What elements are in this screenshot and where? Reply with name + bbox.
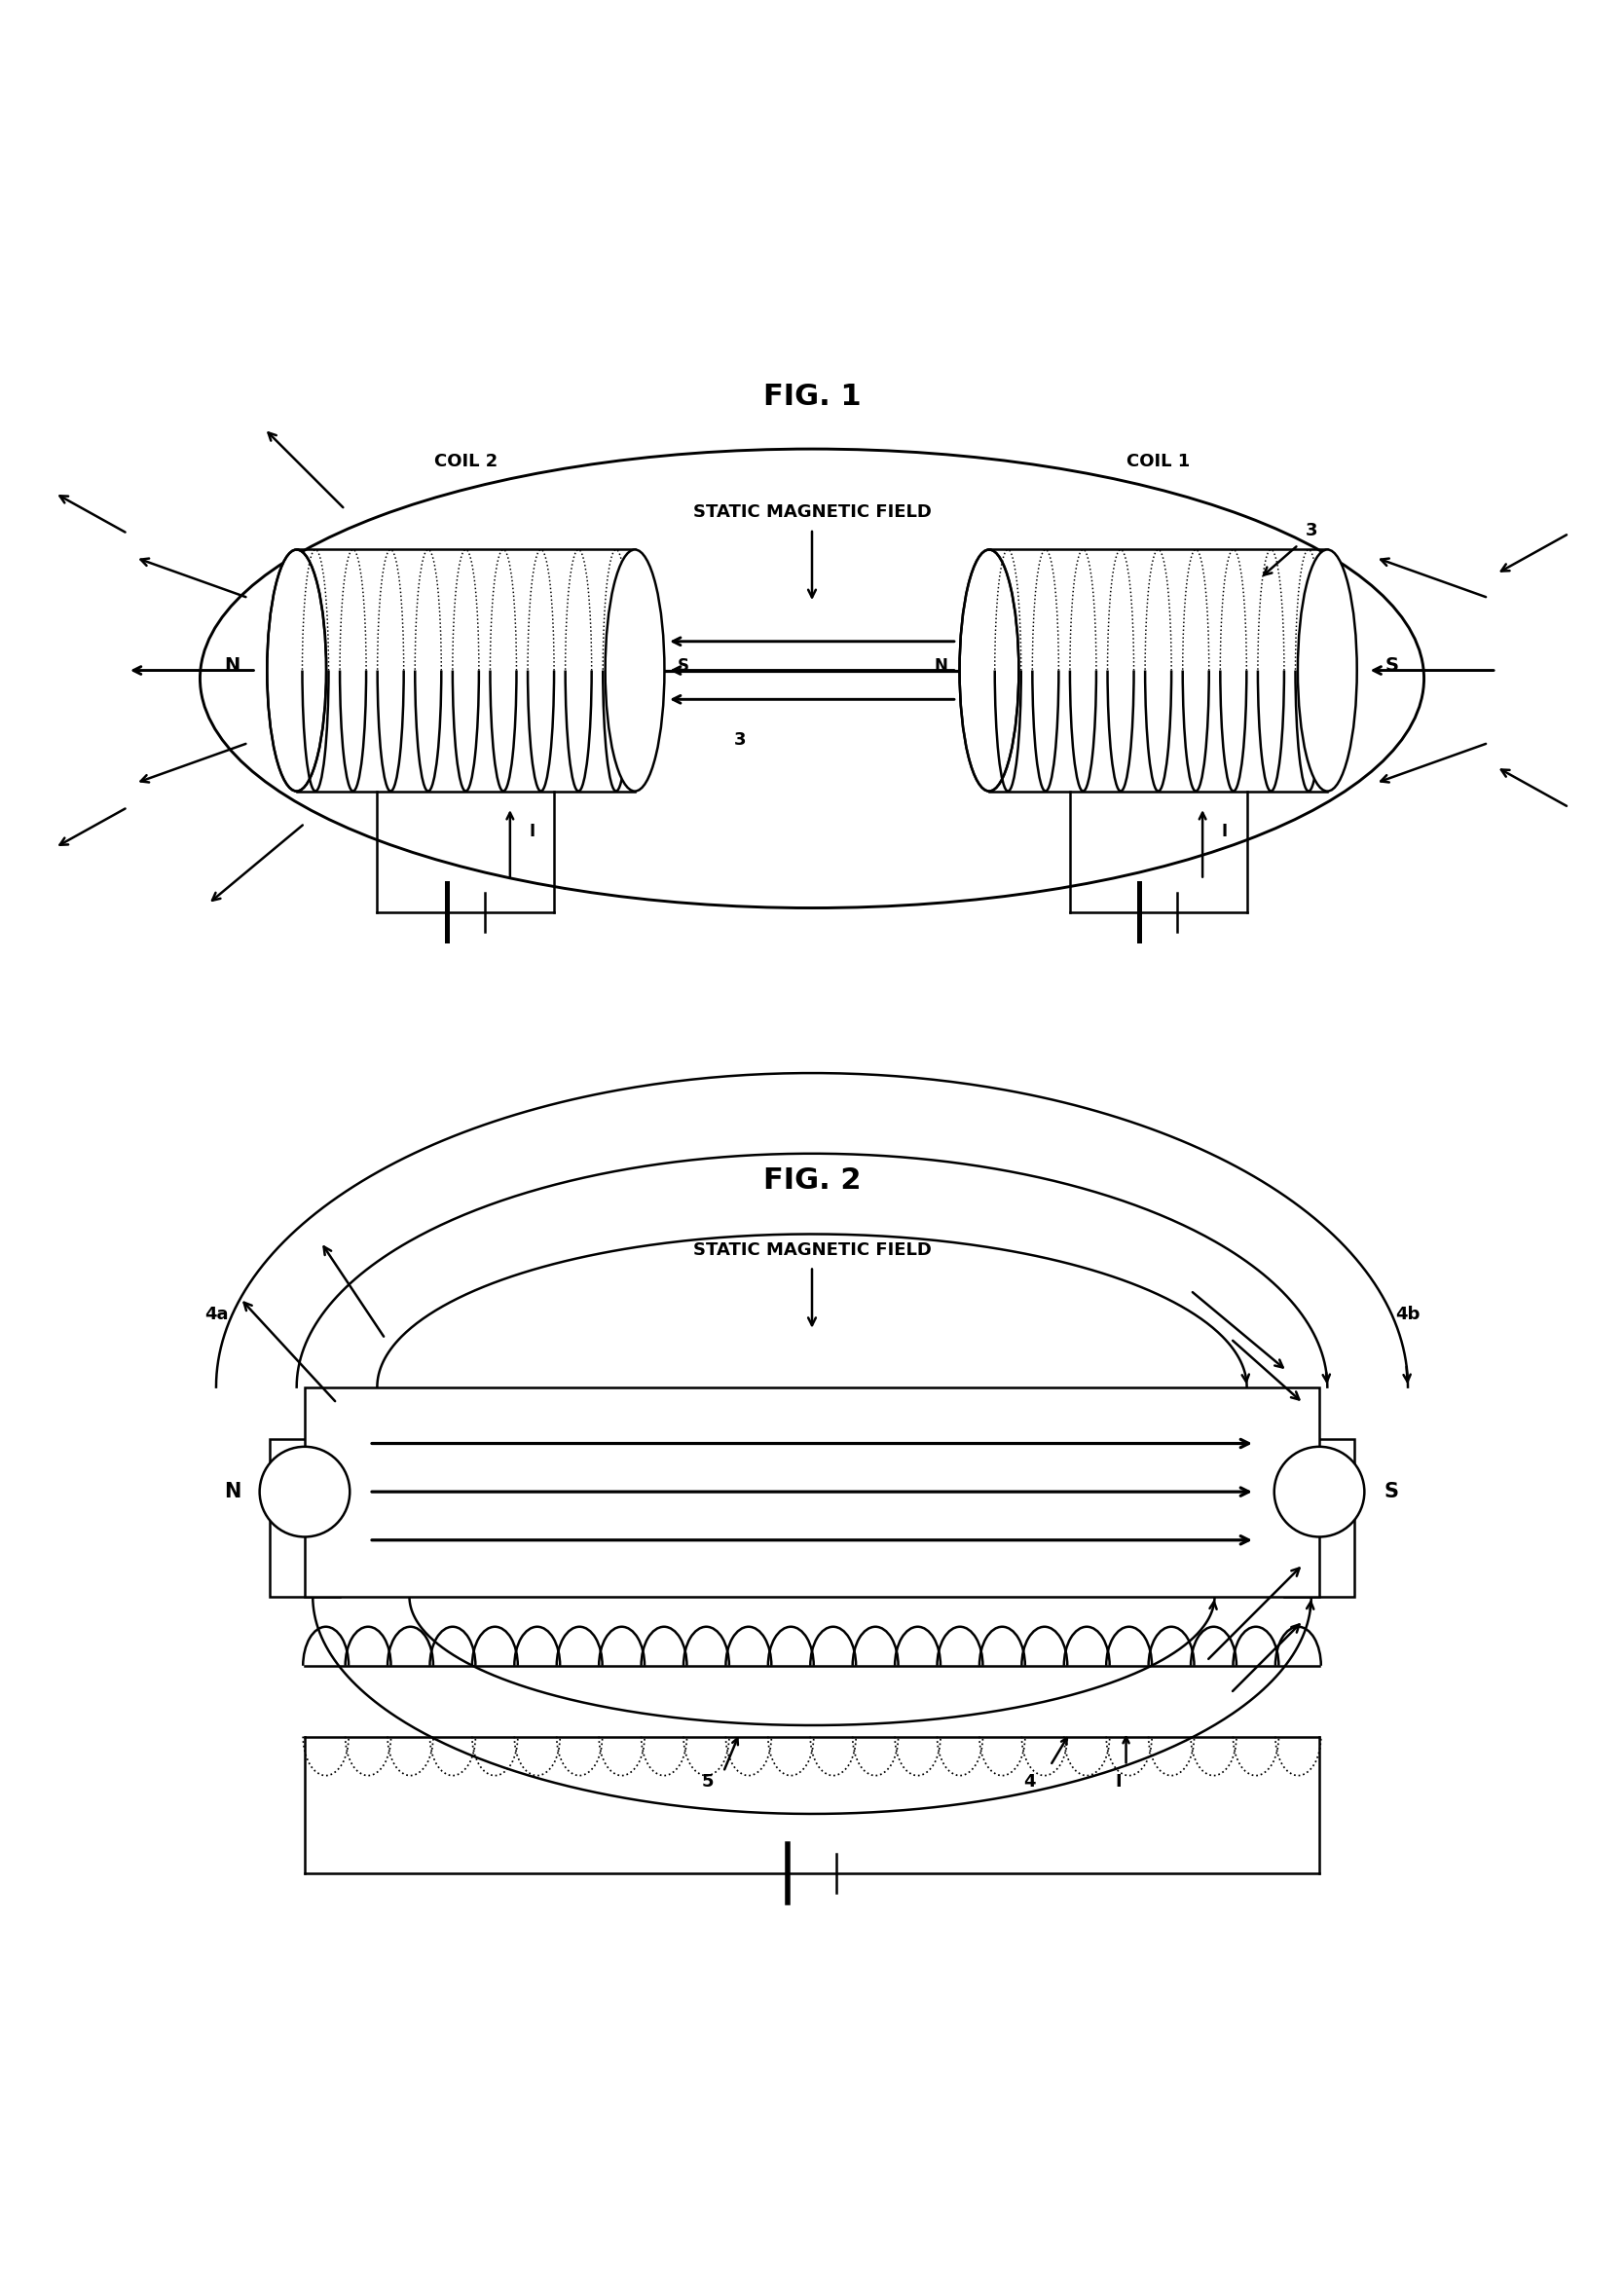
Text: N: N	[224, 1482, 240, 1501]
Text: FIG. 1: FIG. 1	[763, 383, 861, 410]
Text: S: S	[1385, 1482, 1398, 1501]
Text: N: N	[934, 658, 947, 674]
Ellipse shape	[606, 550, 664, 790]
Text: COIL 1: COIL 1	[1127, 451, 1190, 470]
Circle shape	[1275, 1446, 1364, 1537]
Text: COIL 2: COIL 2	[434, 451, 497, 470]
Text: S: S	[677, 658, 689, 674]
Ellipse shape	[1298, 550, 1358, 790]
Text: 3: 3	[734, 731, 745, 749]
Text: STATIC MAGNETIC FIELD: STATIC MAGNETIC FIELD	[693, 504, 931, 522]
Text: I: I	[1114, 1773, 1121, 1792]
Bar	[305, 1386, 1319, 1597]
Text: S: S	[1385, 655, 1398, 676]
Text: 5: 5	[702, 1773, 713, 1792]
Text: 4b: 4b	[1395, 1306, 1421, 1324]
Text: STATIC MAGNETIC FIELD: STATIC MAGNETIC FIELD	[693, 1242, 931, 1260]
Text: I: I	[529, 822, 536, 841]
Circle shape	[260, 1446, 349, 1537]
Ellipse shape	[266, 550, 326, 790]
Text: FIG. 2: FIG. 2	[763, 1166, 861, 1196]
Bar	[1285, 1439, 1354, 1597]
Text: I: I	[1221, 822, 1228, 841]
Ellipse shape	[960, 550, 1018, 790]
Text: 4: 4	[1023, 1773, 1036, 1792]
Text: 4a: 4a	[205, 1306, 227, 1324]
Bar	[270, 1439, 339, 1597]
Text: N: N	[224, 655, 240, 676]
Text: 3: 3	[1306, 522, 1317, 538]
